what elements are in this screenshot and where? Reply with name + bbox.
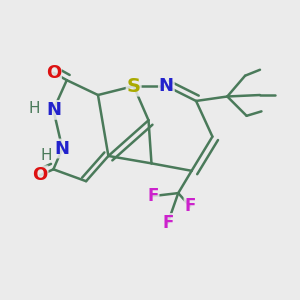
Text: N: N [159,77,174,95]
Text: O: O [32,166,48,184]
Text: N: N [46,101,61,119]
Text: H: H [40,148,52,164]
Text: S: S [127,76,141,96]
Text: F: F [162,214,173,232]
Text: O: O [46,64,61,82]
Text: N: N [55,140,70,158]
Text: H: H [28,101,40,116]
Text: F: F [184,197,196,215]
Text: F: F [147,187,159,205]
